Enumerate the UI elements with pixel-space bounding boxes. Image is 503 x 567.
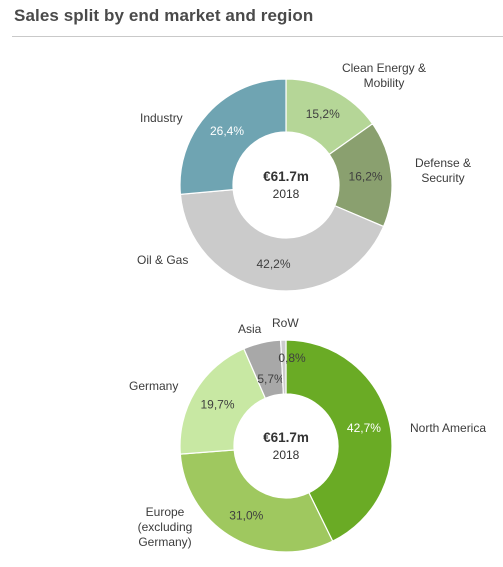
category-label-industry: Industry: [140, 111, 183, 125]
value-label-oil-and-gas: 42,2%: [256, 257, 290, 271]
donut-chart-2: 42,7% North America 31,0% Europe (excluding G…: [129, 316, 486, 553]
category-label-defense-and-security: Defense & Security: [415, 156, 471, 185]
value-label-asia: 5,7%: [257, 372, 285, 386]
slice-germany: [179, 347, 267, 455]
slice-europe-excluding-germany: [179, 449, 334, 553]
value-label-europe-excluding-germany: 31,0%: [229, 508, 263, 522]
title-divider: [12, 36, 503, 37]
category-label-germany: Germany: [129, 379, 178, 393]
value-label-clean-energy-and-mobility: 15,2%: [306, 107, 340, 121]
category-label-asia: Asia: [238, 322, 262, 336]
slice-oil-and-gas: [179, 189, 385, 292]
category-label-oil-and-gas: Oil & Gas: [137, 253, 188, 267]
category-label-clean-energy-and-mobility: Clean Energy & Mobility: [342, 61, 426, 90]
value-label-germany: 19,7%: [200, 398, 234, 412]
category-label-europe-excluding-germany: Europe (excluding Germany): [138, 505, 193, 549]
center-year: 2018: [273, 448, 300, 462]
center-total: €61.7m: [263, 169, 309, 184]
value-label-defense-and-security: 16,2%: [349, 169, 383, 183]
center-total: €61.7m: [263, 430, 309, 445]
slice-industry: [179, 78, 287, 195]
value-label-row: 0,8%: [278, 351, 306, 365]
value-label-north-america: 42,7%: [347, 421, 381, 435]
category-label-north-america: North America: [410, 421, 486, 435]
center-year: 2018: [273, 187, 300, 201]
slice-row: [280, 339, 287, 395]
category-label-row: RoW: [272, 316, 299, 330]
slice-north-america: [285, 339, 393, 542]
page-title: Sales split by end market and region: [14, 6, 314, 25]
donut-chart-1: 15,2% Clean Energy & Mobility 16,2% Defense …: [137, 61, 471, 292]
value-label-industry: 26,4%: [210, 124, 244, 138]
